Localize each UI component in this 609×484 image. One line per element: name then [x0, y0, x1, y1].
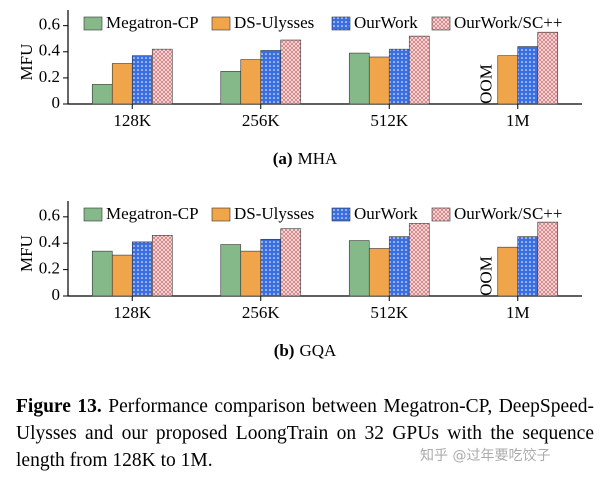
- legend-swatch: [211, 16, 231, 31]
- y-tick-label: 0: [52, 93, 61, 112]
- x-tick-label: 1M: [506, 303, 530, 322]
- legend-label: Megatron-CP: [106, 13, 199, 32]
- y-tick-label: 0.4: [39, 41, 61, 60]
- legend-swatch: [83, 207, 103, 222]
- x-tick-label: 256K: [242, 111, 281, 130]
- bar: [517, 236, 539, 297]
- bar: [348, 52, 370, 105]
- bar: [131, 241, 153, 297]
- legend-label: OurWork: [354, 13, 418, 32]
- bar: [131, 55, 153, 105]
- bar: [280, 228, 302, 297]
- bar: [388, 48, 410, 105]
- bar: [260, 50, 282, 105]
- legend-label: OurWork: [354, 204, 418, 223]
- x-tick-label: 1M: [506, 111, 530, 130]
- bar: [408, 223, 430, 297]
- bar: [91, 250, 113, 297]
- y-tick-label: 0.6: [39, 206, 60, 225]
- legend-label: OurWork/SC++: [454, 204, 562, 223]
- legend-label: DS-Ulysses: [234, 13, 314, 32]
- bar: [280, 39, 302, 105]
- y-axis-label: MFU: [17, 44, 36, 81]
- bar: [368, 56, 390, 105]
- legend-label: Megatron-CP: [106, 204, 199, 223]
- legend-swatch: [211, 207, 231, 222]
- annotation: OOM: [477, 256, 496, 296]
- y-tick-label: 0.2: [39, 259, 60, 278]
- bar: [537, 31, 559, 105]
- x-tick-label: 256K: [242, 303, 281, 322]
- subcaption-title: GQA: [299, 341, 337, 360]
- bar: [220, 71, 242, 105]
- legend-label: OurWork/SC++: [454, 13, 562, 32]
- bar: [151, 235, 173, 297]
- bar: [408, 35, 430, 105]
- subcaption: (b) GQA: [274, 341, 337, 360]
- annotation: OOM: [477, 64, 496, 104]
- bar: [517, 46, 539, 105]
- subcaption: (a) MHA: [273, 149, 338, 168]
- legend-label: DS-Ulysses: [234, 204, 314, 223]
- bar: [260, 238, 282, 297]
- bar: [220, 244, 242, 297]
- y-tick-label: 0.6: [39, 15, 60, 34]
- bar: [368, 248, 390, 297]
- x-tick-label: 128K: [113, 111, 152, 130]
- y-tick-label: 0.4: [39, 232, 61, 251]
- caption-label: Figure 13.: [16, 396, 102, 417]
- bar: [348, 240, 370, 297]
- bar: [151, 48, 173, 105]
- subcaption-title: MHA: [298, 149, 338, 168]
- legend-swatch: [431, 16, 451, 31]
- y-tick-label: 0.2: [39, 67, 60, 86]
- subcaption-label: (b): [274, 341, 295, 360]
- bar: [388, 236, 410, 297]
- watermark: 知乎 @过年要吃饺子: [420, 448, 551, 464]
- bar: [497, 246, 519, 297]
- legend-swatch: [331, 16, 351, 31]
- x-tick-label: 128K: [113, 303, 152, 322]
- y-tick-label: 0: [52, 285, 61, 304]
- x-tick-label: 512K: [370, 111, 409, 130]
- bar: [240, 59, 262, 105]
- bar: [111, 63, 133, 105]
- legend-swatch: [331, 207, 351, 222]
- subcaption-label: (a): [273, 149, 293, 168]
- bar: [111, 254, 133, 297]
- bar: [537, 221, 559, 297]
- x-tick-label: 512K: [370, 303, 409, 322]
- bar: [497, 55, 519, 105]
- legend-swatch: [431, 207, 451, 222]
- legend-swatch: [83, 16, 103, 31]
- caption: Figure 13. Performance comparison betwee…: [16, 393, 594, 474]
- y-axis-label: MFU: [17, 235, 36, 272]
- bar: [91, 84, 113, 105]
- bar: [240, 250, 262, 297]
- caption-text: Performance comparison between Megatron-…: [16, 396, 595, 471]
